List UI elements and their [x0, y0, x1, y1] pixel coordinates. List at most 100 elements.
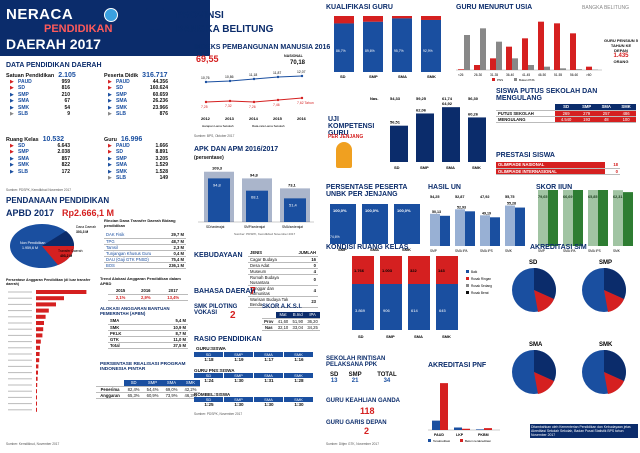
keb-row: Cagar Budaya 16: [248, 256, 318, 263]
rincian-row-cell: Tunjangan Khusus Guru: [104, 250, 164, 257]
rintisan-head: SD SMP TOTAL: [326, 372, 406, 378]
ipm-legend: Rata-rata Lama Sekolah: [252, 124, 285, 128]
stat-value: 149: [159, 175, 168, 182]
rasio-value-cell: 1:30: [234, 378, 244, 383]
kemdikbud-logo-icon: [104, 8, 118, 22]
prestasi-row-cell: OLIMPIADE NASIONAL: [496, 162, 605, 169]
rasio-head-cell: SMA: [254, 397, 283, 402]
bahasa-value: 7: [250, 286, 256, 297]
rasio-pns-row: GURU PNS:SISWA SD SMP SMA SMK 1:24 1:30 1:31 1:2…: [194, 368, 314, 383]
kondisi-ringan-value: 143: [438, 268, 445, 273]
usia-bin-label: 46-50: [538, 73, 546, 77]
pnf-legend: Belum terakreditasi: [465, 439, 491, 443]
kondisi-category: SMP: [386, 334, 395, 339]
putus-row-cell: 4.540: [555, 116, 577, 123]
rasio-source: Sumber: PDSPK, November 2017: [194, 412, 243, 416]
unbk-value: 100,0%: [333, 208, 347, 213]
keb-row-cell: Desa Adat: [248, 262, 297, 269]
stat-row: ▶ SMK 23.966: [108, 105, 168, 111]
teacher-icon: [336, 142, 352, 168]
usia-legend: PNS: [497, 78, 503, 82]
stat-row: ▶ SD 160.624: [108, 85, 168, 91]
skor_iiun-bar: [548, 190, 558, 246]
pnf-bar-chart: PAUD LKP PKBM Terakreditasi Belum terakredit…: [428, 383, 500, 443]
apbd-pie-chart: Non Pendidikan 1.959,6 M Dana Daerah 303…: [10, 224, 96, 268]
stat-row: ▶ SMP 3.205: [108, 156, 168, 162]
hasil_un-value: 49,19: [482, 211, 491, 215]
kondisi-category: SMK: [442, 334, 451, 339]
iiun-bar-chart: 79,6571,98SMP66,6966,25SMA IPA65,8569,77…: [538, 190, 633, 253]
rincian-row-cell: Tamsil: [104, 244, 164, 251]
skor_iiun-bar: [598, 190, 608, 246]
akreditasi-pie-title: SMP: [599, 260, 612, 266]
rincian-table: DAK Fisik 29,7 M TPG 48,7 M Tamsil 2,3 M Tunja…: [104, 232, 186, 269]
ukg-category: SD: [394, 165, 400, 170]
ipm-top-value: 10,86: [225, 75, 234, 79]
arrow-icon: ▶: [108, 104, 112, 111]
stat-label: SMK: [116, 104, 128, 111]
pie-non-label: Non Pendidikan: [20, 241, 45, 245]
anggaran-label-line: [8, 359, 32, 361]
stat-value: 23.966: [152, 104, 168, 111]
alokasi-row: SMA 5,4 M: [108, 318, 188, 325]
hasil_un-category: SMP: [430, 249, 437, 253]
stat-value: 54: [64, 104, 70, 111]
stat-value: 9: [67, 111, 70, 118]
rincian-row-cell: 29,7 M: [163, 232, 186, 239]
rincian-row-cell: 0,4 M: [163, 250, 186, 257]
pnf-category: PAUD: [434, 433, 444, 437]
stat-label: PAUD: [18, 79, 32, 85]
keb-row-cell: Warisan Budaya Tak Benda: [248, 296, 297, 308]
stat-row: ▶ SD 816: [10, 85, 70, 91]
pnf-category: LKP: [456, 433, 464, 437]
pip-row-cell: 46,3%: [180, 392, 200, 399]
stat-value: 60.659: [152, 91, 168, 98]
hasil-un-title: HASIL UN: [428, 184, 461, 191]
ipm-top-value: 12,07: [297, 70, 306, 74]
stat-row: ▶ PAUD 959: [10, 79, 70, 85]
arrow-icon: ▶: [10, 98, 14, 105]
stat-row: ▶ SMA 1.529: [108, 162, 168, 168]
pip-row-cell: 60,9%: [143, 392, 163, 399]
rintisan-values-cell: 34: [383, 378, 391, 384]
pie-transfer-label: Transfer Daerah: [58, 249, 83, 253]
rincian-row: TPG 48,7 M: [104, 238, 186, 245]
alokasi-row: SMK 10,9 M: [108, 324, 188, 331]
alokasi-row-cell: SMK: [108, 324, 147, 331]
kondisi-legend: Rusak Ringan: [471, 277, 491, 281]
rasio-value-cell: 1:17: [264, 357, 274, 362]
stat-value: 1.666: [155, 143, 168, 149]
ipm-point: [228, 99, 232, 103]
keahlian-title: GURU KEAHLIAN GANDA: [326, 398, 400, 404]
arrow-icon: ▶: [10, 143, 14, 149]
rasio-head-cell: SMK: [284, 373, 313, 378]
akski-head-cell: IPA: [305, 312, 320, 319]
ukg-bar: [468, 117, 486, 162]
rasio-value-cell: 1:30: [264, 402, 274, 407]
hasil_un-category: SMA IPA: [455, 249, 468, 253]
prestasi-row-cell: 18: [604, 162, 620, 169]
skor_iiun-nas-value: 65,85: [588, 195, 598, 199]
anggaran-bar: [36, 395, 37, 400]
kualifikasi-bar-below: [363, 16, 383, 22]
anggaran-bar: [36, 302, 56, 307]
ipm-year-label: 2012: [201, 116, 211, 121]
kondisi-bar-baik: [408, 284, 430, 330]
rincian-row: DAU (Gaji GTK PNSD) 75,4 M: [104, 256, 186, 263]
usia-bar-pns: [506, 46, 512, 70]
anggaran-label-line: [8, 341, 32, 343]
ruang-group: Ruang Kelas 10.532 ▶ SD 6.643 ▶ SMP 2.038 ▶ SMA 85…: [6, 136, 100, 175]
usia-bin-label: 56-60: [570, 73, 578, 77]
pip-head-row-cell: SMK: [180, 380, 200, 387]
anggaran-bar: [36, 314, 46, 319]
trend-years-row-cell: 2015: [108, 288, 134, 295]
kondisi-baik-value: 3.869: [355, 308, 366, 313]
pie-transfer-value: 403,2 M: [60, 254, 72, 258]
kualifikasi-bar-below: [392, 16, 412, 19]
skor_iiun-nas-value: 66,69: [563, 195, 573, 199]
ipm-year-label: 2013: [225, 116, 235, 121]
akreditasi-pie-c: [534, 372, 554, 394]
arrow-icon: ▶: [108, 91, 112, 98]
akski-row-cell: 34,25: [305, 324, 320, 331]
alokasi-row: Total 37,5 M: [108, 342, 188, 349]
